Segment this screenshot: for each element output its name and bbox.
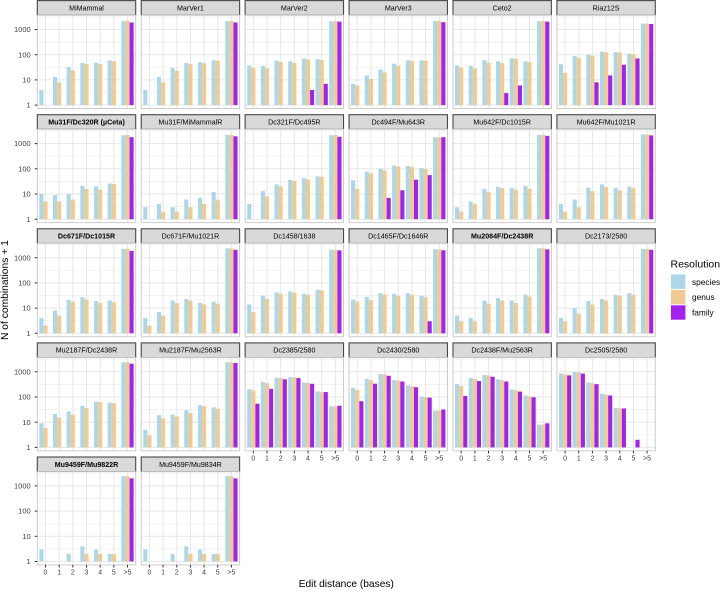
- svg-text:10: 10: [22, 76, 30, 85]
- svg-text:Mu31F/Dc320R (µCeta): Mu31F/Dc320R (µCeta): [48, 118, 125, 126]
- svg-text:4: 4: [618, 455, 622, 462]
- svg-text:5: 5: [216, 570, 220, 577]
- svg-text:1: 1: [27, 329, 31, 338]
- svg-text:5: 5: [320, 455, 324, 462]
- svg-text:>5: >5: [331, 455, 339, 462]
- svg-text:species: species: [692, 277, 720, 287]
- svg-text:1: 1: [369, 455, 373, 462]
- svg-text:genus: genus: [692, 292, 715, 302]
- svg-text:3: 3: [396, 455, 400, 462]
- svg-text:Ceto2: Ceto2: [493, 4, 512, 12]
- svg-text:1: 1: [27, 557, 31, 566]
- svg-text:0: 0: [147, 570, 151, 577]
- svg-text:100: 100: [18, 393, 31, 402]
- svg-text:0: 0: [355, 455, 359, 462]
- svg-text:family: family: [692, 308, 715, 318]
- svg-text:2: 2: [487, 455, 491, 462]
- svg-text:N of combinations + 1: N of combinations + 1: [0, 240, 11, 340]
- svg-text:Mu642F/Dc1015R: Mu642F/Dc1015R: [473, 118, 531, 126]
- svg-text:2: 2: [590, 455, 594, 462]
- svg-text:1: 1: [265, 455, 269, 462]
- svg-text:4: 4: [306, 455, 310, 462]
- svg-text:Edit distance (bases): Edit distance (bases): [299, 579, 394, 590]
- svg-text:10: 10: [22, 304, 30, 313]
- svg-text:1000: 1000: [14, 482, 31, 491]
- svg-text:Mu2187F/Dc2438R: Mu2187F/Dc2438R: [56, 347, 118, 355]
- svg-text:>5: >5: [643, 455, 651, 462]
- svg-text:Mu9459F/Mu9822R: Mu9459F/Mu9822R: [55, 461, 118, 469]
- svg-text:3: 3: [292, 455, 296, 462]
- svg-text:4: 4: [410, 455, 414, 462]
- svg-text:10: 10: [22, 532, 30, 541]
- svg-text:10: 10: [22, 190, 30, 199]
- svg-text:100: 100: [18, 50, 31, 59]
- svg-text:4: 4: [514, 455, 518, 462]
- svg-text:3: 3: [188, 570, 192, 577]
- svg-text:Mu2084F/Dc2438R: Mu2084F/Dc2438R: [471, 233, 533, 241]
- svg-text:0: 0: [459, 455, 463, 462]
- svg-text:1000: 1000: [14, 367, 31, 376]
- svg-text:Dc2385/2580: Dc2385/2580: [273, 347, 315, 355]
- svg-text:3: 3: [604, 455, 608, 462]
- svg-text:MarVer3: MarVer3: [385, 4, 412, 12]
- svg-text:Dc1458/1638: Dc1458/1638: [273, 233, 315, 241]
- svg-text:>5: >5: [227, 570, 235, 577]
- svg-text:1: 1: [161, 570, 165, 577]
- svg-text:1000: 1000: [14, 253, 31, 262]
- svg-text:0: 0: [563, 455, 567, 462]
- svg-text:1: 1: [57, 570, 61, 577]
- svg-text:Mu2187F/Mu2563R: Mu2187F/Mu2563R: [159, 347, 222, 355]
- svg-text:Dc2430/2580: Dc2430/2580: [377, 347, 419, 355]
- svg-text:2: 2: [383, 455, 387, 462]
- svg-text:2: 2: [175, 570, 179, 577]
- svg-text:Dc2505/2580: Dc2505/2580: [585, 347, 627, 355]
- svg-text:Dc2173/2580: Dc2173/2580: [585, 233, 627, 241]
- svg-text:Resolution: Resolution: [671, 259, 720, 271]
- svg-text:>5: >5: [124, 570, 132, 577]
- svg-text:0: 0: [44, 570, 48, 577]
- svg-text:4: 4: [202, 570, 206, 577]
- svg-text:Dc1465F/Dc1646R: Dc1465F/Dc1646R: [368, 233, 428, 241]
- svg-text:3: 3: [85, 570, 89, 577]
- svg-text:10: 10: [22, 418, 30, 427]
- svg-text:100: 100: [18, 279, 31, 288]
- svg-text:1: 1: [473, 455, 477, 462]
- svg-text:5: 5: [631, 455, 635, 462]
- svg-text:100: 100: [18, 164, 31, 173]
- svg-text:Dc494F/Mu643R: Dc494F/Mu643R: [371, 118, 425, 126]
- svg-text:0: 0: [251, 455, 255, 462]
- svg-text:3: 3: [500, 455, 504, 462]
- svg-text:1: 1: [27, 101, 31, 110]
- svg-text:Mu9459F/Mu9834R: Mu9459F/Mu9834R: [159, 461, 222, 469]
- svg-text:100: 100: [18, 507, 31, 516]
- svg-text:MarVer1: MarVer1: [177, 4, 204, 12]
- svg-text:>5: >5: [539, 455, 547, 462]
- svg-text:1: 1: [27, 215, 31, 224]
- svg-text:2: 2: [279, 455, 283, 462]
- svg-text:Dc671F/Mu1021R: Dc671F/Mu1021R: [162, 233, 220, 241]
- svg-text:Dc321F/Dc495R: Dc321F/Dc495R: [268, 118, 320, 126]
- svg-text:1: 1: [27, 443, 31, 452]
- svg-text:Riaz12S: Riaz12S: [593, 4, 620, 12]
- svg-text:Mu31F/MiMammalR: Mu31F/MiMammalR: [158, 118, 222, 126]
- svg-text:Dc2438F/Mu2563R: Dc2438F/Mu2563R: [471, 347, 533, 355]
- svg-text:1000: 1000: [14, 25, 31, 34]
- svg-text:MiMammal: MiMammal: [69, 4, 104, 12]
- svg-text:1: 1: [577, 455, 581, 462]
- svg-text:5: 5: [424, 455, 428, 462]
- svg-text:1000: 1000: [14, 139, 31, 148]
- svg-text:>5: >5: [435, 455, 443, 462]
- svg-text:Dc671F/Dc1015R: Dc671F/Dc1015R: [58, 233, 115, 241]
- svg-text:5: 5: [528, 455, 532, 462]
- svg-text:4: 4: [98, 570, 102, 577]
- svg-text:Mu642F/Mu1021R: Mu642F/Mu1021R: [577, 118, 636, 126]
- svg-text:5: 5: [112, 570, 116, 577]
- svg-text:2: 2: [71, 570, 75, 577]
- svg-text:MarVer2: MarVer2: [281, 4, 308, 12]
